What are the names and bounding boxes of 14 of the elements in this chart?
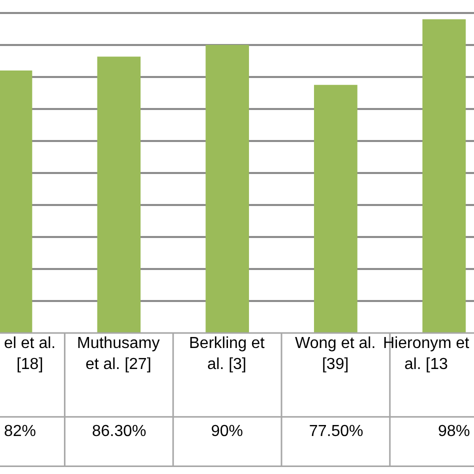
data-label: 82% [4,423,36,440]
x-tick-label: Berkling et al. [3] [189,335,266,373]
bar [206,44,249,333]
x-tick-label: el et al. [18] [4,335,56,373]
data-label: 90% [211,423,244,440]
x-tick-label: Wong et al. [39] [295,335,376,373]
x-tick-label: Hieronym et al. [13 [383,335,470,373]
data-label: 98% [438,423,470,440]
bar [422,19,466,333]
bar [97,56,141,333]
data-label: 86.30% [92,423,146,440]
data-label: 77.50% [309,423,364,440]
bar [314,84,358,333]
x-tick-label: Muthusamy et al. [27] [77,335,160,373]
